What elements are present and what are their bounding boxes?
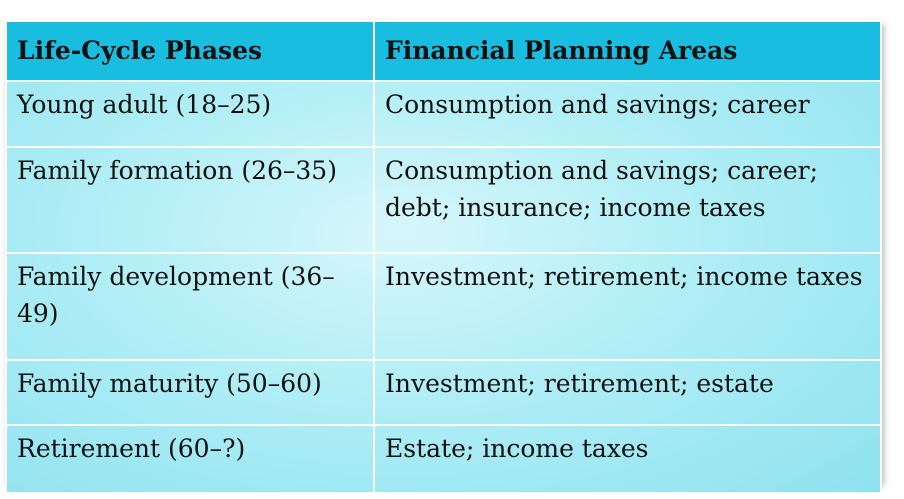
life-cycle-table-container: Life-Cycle Phases Financial Planning Are… — [5, 20, 882, 494]
planning-areas-cell: Investment; retirement; estate — [373, 359, 882, 426]
header-life-cycle-phases: Life-Cycle Phases — [5, 20, 375, 82]
life-cycle-financial-planning-table: Life-Cycle Phases Financial Planning Are… — [5, 20, 882, 494]
phase-cell: Retirement (60–?) — [5, 424, 375, 494]
planning-areas-cell: Investment; retirement; income taxes — [373, 252, 882, 361]
phase-cell: Family maturity (50–60) — [5, 359, 375, 426]
phase-cell: Family development (36–49) — [5, 252, 375, 361]
table-row: Family formation (26–35) Consumption and… — [5, 146, 882, 254]
table-row: Family maturity (50–60) Investment; reti… — [5, 359, 882, 426]
phase-cell: Family formation (26–35) — [5, 146, 375, 254]
planning-areas-cell: Consumption and savings; career — [373, 80, 882, 148]
planning-areas-cell: Estate; income taxes — [373, 424, 882, 494]
table-header-row: Life-Cycle Phases Financial Planning Are… — [5, 20, 882, 82]
table-row: Family development (36–49) Investment; r… — [5, 252, 882, 361]
table-row: Retirement (60–?) Estate; income taxes — [5, 424, 882, 494]
planning-areas-cell: Consumption and savings; career; debt; i… — [373, 146, 882, 254]
header-financial-planning-areas: Financial Planning Areas — [373, 20, 882, 82]
phase-cell: Young adult (18–25) — [5, 80, 375, 148]
table-row: Young adult (18–25) Consumption and savi… — [5, 80, 882, 148]
